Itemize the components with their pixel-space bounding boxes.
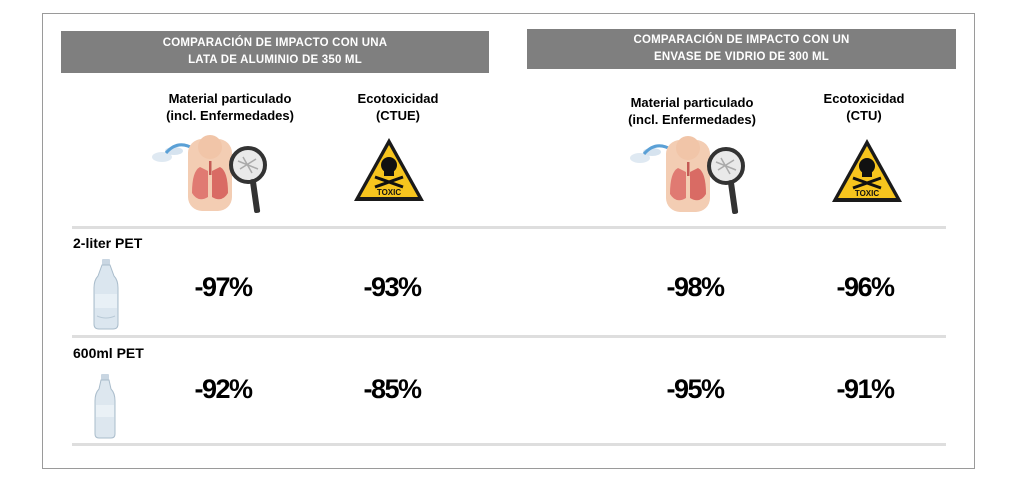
col-header-ecotox-aluminum: Ecotoxicidad (CTUE) [338,90,458,124]
aluminum-comparison-banner: COMPARACIÓN DE IMPACTO CON UNA LATA DE A… [61,31,489,73]
glass-comparison-banner: COMPARACIÓN DE IMPACTO CON UN ENVASE DE … [527,29,956,69]
toxic-warning-icon: TOXIC [354,138,424,201]
banner-line-1: COMPARACIÓN DE IMPACTO CON UN [633,34,850,46]
col-header-line: Material particulado [630,95,754,110]
col-header-particulate-aluminum: Material particulado (incl. Enfermedades… [148,90,312,124]
col-header-line: (incl. Enfermedades) [166,108,294,123]
banner-line-2: LATA DE ALUMINIO DE 350 ML [188,54,362,66]
row-divider [72,226,946,229]
lungs-magnifier-icon [152,135,267,213]
toxic-label: TOXIC [377,188,402,197]
row-divider [72,335,946,338]
row-label-2l-pet: 2-liter PET [73,235,143,251]
value-2l-ecotox-aluminum: -93% [363,272,422,302]
lungs-magnifier-icon [630,136,745,214]
value-2l-particulate-aluminum: -97% [194,272,253,302]
toxic-label: TOXIC [855,189,880,198]
value-2l-ecotox-glass: -96% [836,272,895,302]
col-header-line: Ecotoxicidad [357,91,439,106]
value-2l-particulate-glass: -98% [666,272,725,302]
toxic-warning-icon: TOXIC [832,139,902,202]
small-bottle-icon [94,374,116,439]
banner-line-2: ENVASE DE VIDRIO DE 300 ML [654,51,829,63]
col-header-line: Material particulado [168,91,292,106]
col-header-line: Ecotoxicidad [823,91,905,106]
col-header-line: (incl. Enfermedades) [628,112,756,127]
comparison-panel [42,13,975,469]
row-label-600ml-pet: 600ml PET [73,345,144,361]
value-600ml-ecotox-glass: -91% [836,374,895,404]
col-header-ecotox-glass: Ecotoxicidad (CTU) [804,90,924,124]
col-header-line: (CTUE) [375,108,421,123]
banner-line-1: COMPARACIÓN DE IMPACTO CON UNA [162,37,388,49]
value-600ml-ecotox-aluminum: -85% [363,374,422,404]
col-header-particulate-glass: Material particulado (incl. Enfermedades… [610,94,774,128]
large-bottle-icon [93,259,119,330]
value-600ml-particulate-aluminum: -92% [194,374,253,404]
row-divider [72,443,946,446]
col-header-line: (CTU) [846,108,882,123]
value-600ml-particulate-glass: -95% [666,374,725,404]
